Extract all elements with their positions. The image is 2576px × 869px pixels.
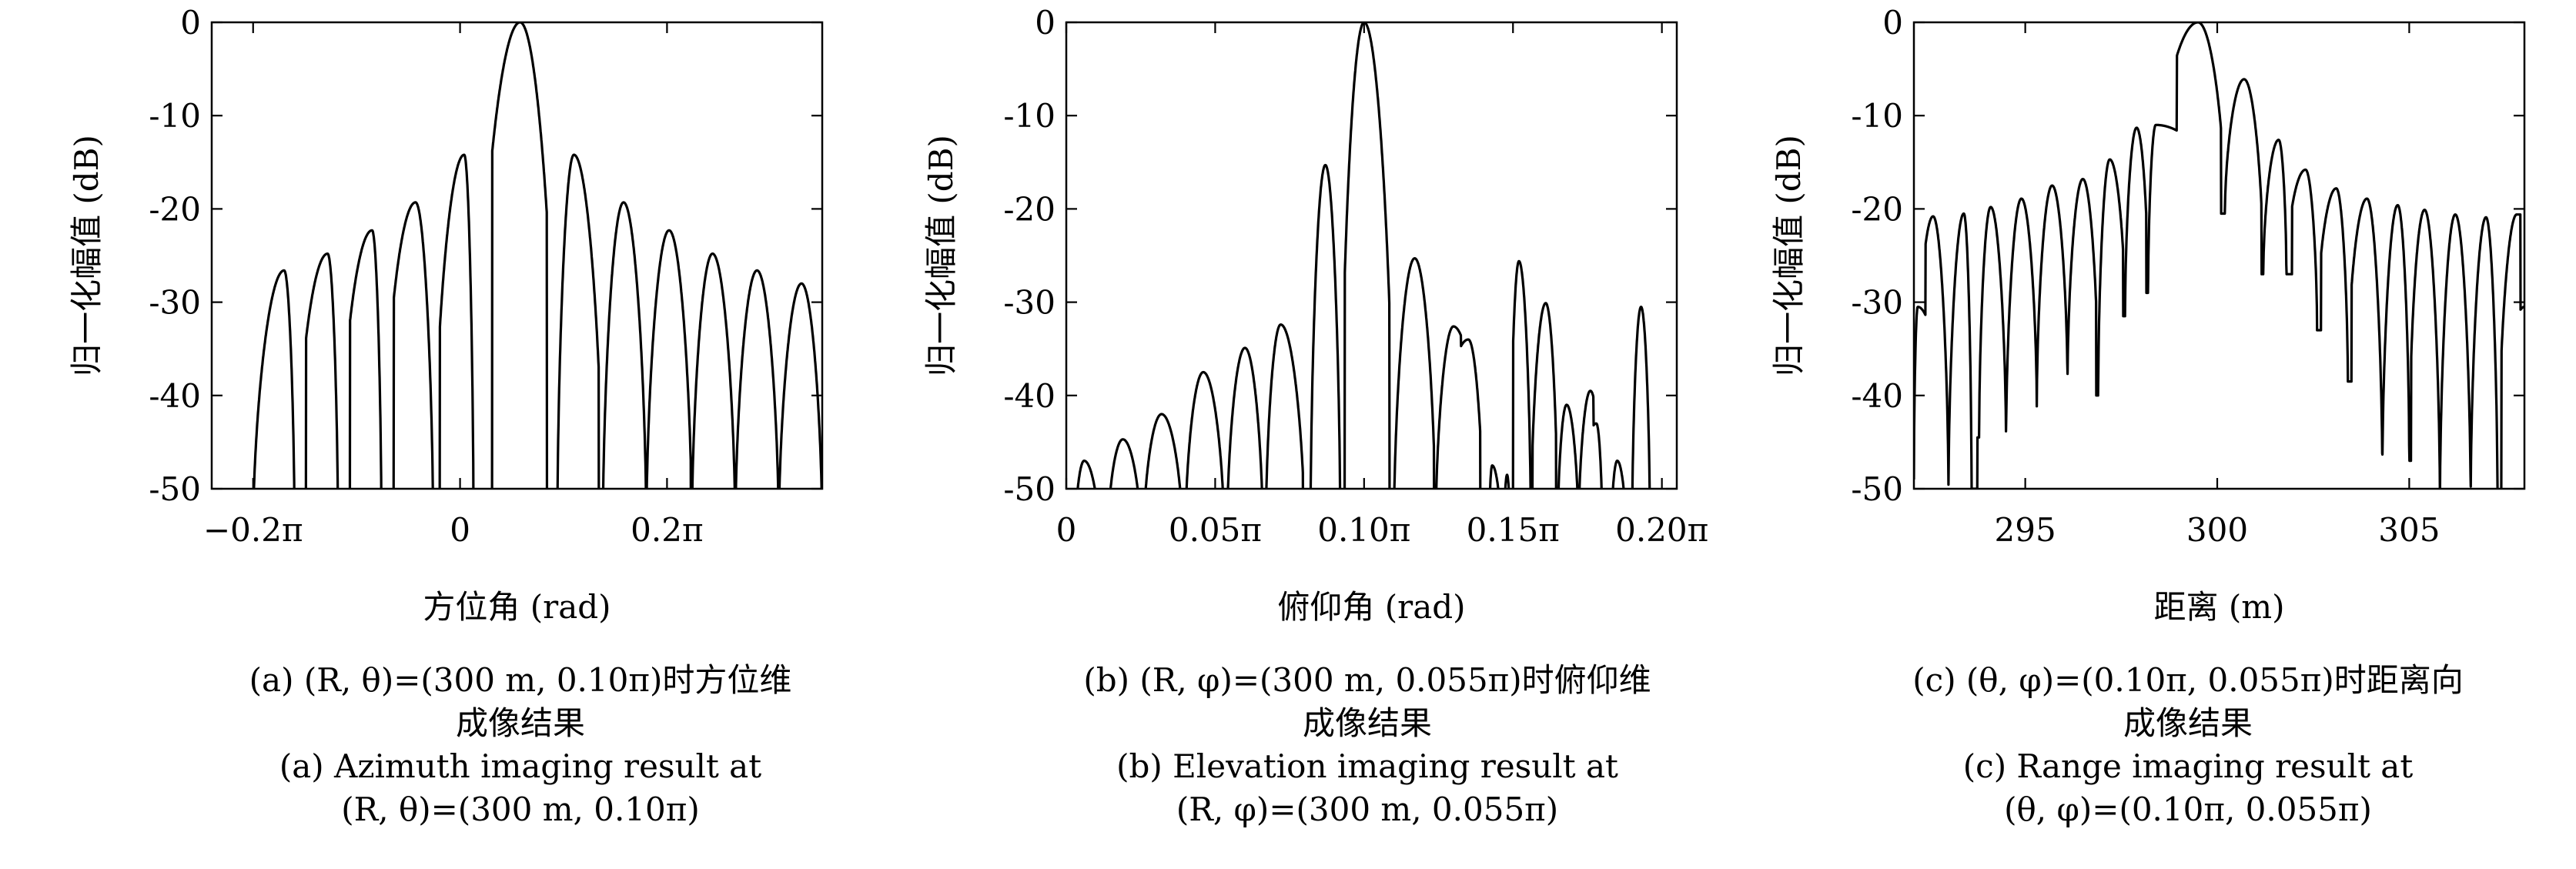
- plot-frame-a: [210, 21, 824, 490]
- caption-b: (b) (R, φ)=(300 m, 0.055π)时俯仰维 成像结果 (b) …: [982, 659, 1752, 831]
- y-tick-label-b: -10: [1003, 97, 1055, 135]
- x-tick-label-c: 305: [2378, 511, 2440, 549]
- y-tick-label-a: -50: [149, 470, 201, 508]
- caption-a-cn-line2: 成像结果: [455, 704, 585, 742]
- y-axis-label-c: 归一化幅值 (dB): [1770, 135, 1808, 376]
- caption-b-en-line1: (b) Elevation imaging result at: [1116, 747, 1618, 785]
- x-tick-label-b: 0.10π: [1317, 511, 1410, 549]
- caption-b-en-line2: (R, φ)=(300 m, 0.055π): [1176, 790, 1559, 828]
- y-tick-label-c: -30: [1851, 284, 1903, 322]
- series-line-c: [1914, 22, 2524, 489]
- x-tick-label-c: 295: [1995, 511, 2056, 549]
- caption-c-cn-line1: (c) (θ, φ)=(0.10π, 0.055π)时距离向: [1912, 661, 2464, 699]
- y-tick-label-a: -10: [149, 97, 201, 135]
- x-tick-label-a: 0.2π: [631, 511, 703, 549]
- caption-c-cn-line2: 成像结果: [2123, 704, 2253, 742]
- caption-b-cn-line2: 成像结果: [1302, 704, 1432, 742]
- y-tick-label-c: -10: [1851, 97, 1903, 135]
- plot-frame-b: [1065, 21, 1678, 490]
- caption-a-en-line2: (R, θ)=(300 m, 0.10π): [341, 790, 700, 828]
- y-axis-label-b: 归一化幅值 (dB): [922, 135, 960, 376]
- y-tick-label-a: -20: [149, 190, 201, 228]
- caption-a-cn-line1: (a) (R, θ)=(300 m, 0.10π)时方位维: [249, 661, 792, 699]
- y-tick-label-b: -30: [1003, 284, 1055, 322]
- x-tick-label-b: 0.05π: [1169, 511, 1262, 549]
- y-tick-label-c: 0: [1882, 4, 1903, 42]
- y-tick-label-c: -20: [1851, 190, 1903, 228]
- x-axis-label-c: 距离 (m): [2154, 588, 2285, 626]
- series-line-b: [1076, 22, 1651, 489]
- y-tick-label-a: 0: [180, 4, 201, 42]
- caption-a-en-line1: (a) Azimuth imaging result at: [279, 747, 762, 785]
- y-tick-label-c: -50: [1851, 470, 1903, 508]
- caption-c: (c) (θ, φ)=(0.10π, 0.055π)时距离向 成像结果 (c) …: [1803, 659, 2573, 831]
- caption-b-cn-line1: (b) (R, φ)=(300 m, 0.055π)时俯仰维: [1083, 661, 1651, 699]
- y-tick-label-a: -30: [149, 284, 201, 322]
- caption-c-en-line2: (θ, φ)=(0.10π, 0.055π): [2004, 790, 2372, 828]
- x-tick-label-c: 300: [2186, 511, 2248, 549]
- y-tick-label-a: -40: [149, 377, 201, 415]
- x-tick-label-b: 0.15π: [1467, 511, 1560, 549]
- y-tick-label-c: -40: [1851, 377, 1903, 415]
- x-tick-label-b: 0: [1056, 511, 1077, 549]
- caption-c-en-line1: (c) Range imaging result at: [1962, 747, 2414, 785]
- plot-frame-c: [1912, 21, 2526, 490]
- y-tick-label-b: -40: [1003, 377, 1055, 415]
- series-line-a: [253, 22, 822, 489]
- x-axis-label-a: 方位角 (rad): [423, 588, 611, 626]
- y-tick-label-b: -50: [1003, 470, 1055, 508]
- caption-a: (a) (R, θ)=(300 m, 0.10π)时方位维 成像结果 (a) A…: [135, 659, 905, 831]
- y-tick-label-b: 0: [1035, 4, 1055, 42]
- x-tick-label-a: −0.2π: [203, 511, 303, 549]
- x-tick-label-a: 0: [450, 511, 470, 549]
- y-tick-label-b: -20: [1003, 190, 1055, 228]
- y-axis-label-a: 归一化幅值 (dB): [68, 135, 105, 376]
- x-tick-label-b: 0.20π: [1615, 511, 1708, 549]
- x-axis-label-b: 俯仰角 (rad): [1277, 588, 1465, 626]
